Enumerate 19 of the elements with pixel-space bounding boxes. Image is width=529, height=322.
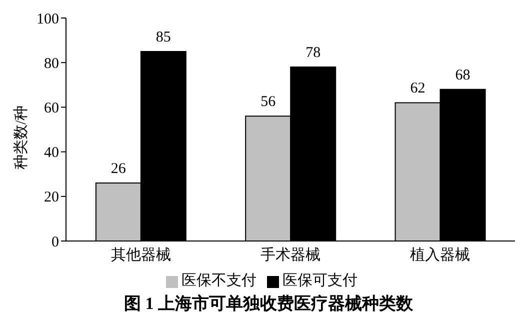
data-label: 62 [410,80,426,97]
y-axis-title: 种类数/种 [12,105,30,170]
x-tick-label: 植入器械 [410,246,470,264]
text: 图 1 上海市可单独收费医疗器械种类数 [123,293,414,315]
legend-label: 医保不支付 [182,273,256,289]
y-tick-label: 60 [44,100,59,117]
y-tick-label: 100 [36,11,59,28]
y-tick-label: 80 [44,56,59,72]
data-label: 68 [455,67,470,84]
y-tick-label: 20 [44,190,59,206]
legend-label: 医保可支付 [282,273,358,289]
data-label: 56 [260,94,276,110]
y-tick-label: 40 [44,145,59,162]
data-label: 85 [156,29,171,46]
x-tick-label: 手术器械 [260,246,320,264]
data-label: 78 [306,45,321,62]
x-tick-label: 其他器械 [110,246,171,264]
y-tick-label: 0 [52,234,59,250]
data-label: 26 [110,161,126,178]
